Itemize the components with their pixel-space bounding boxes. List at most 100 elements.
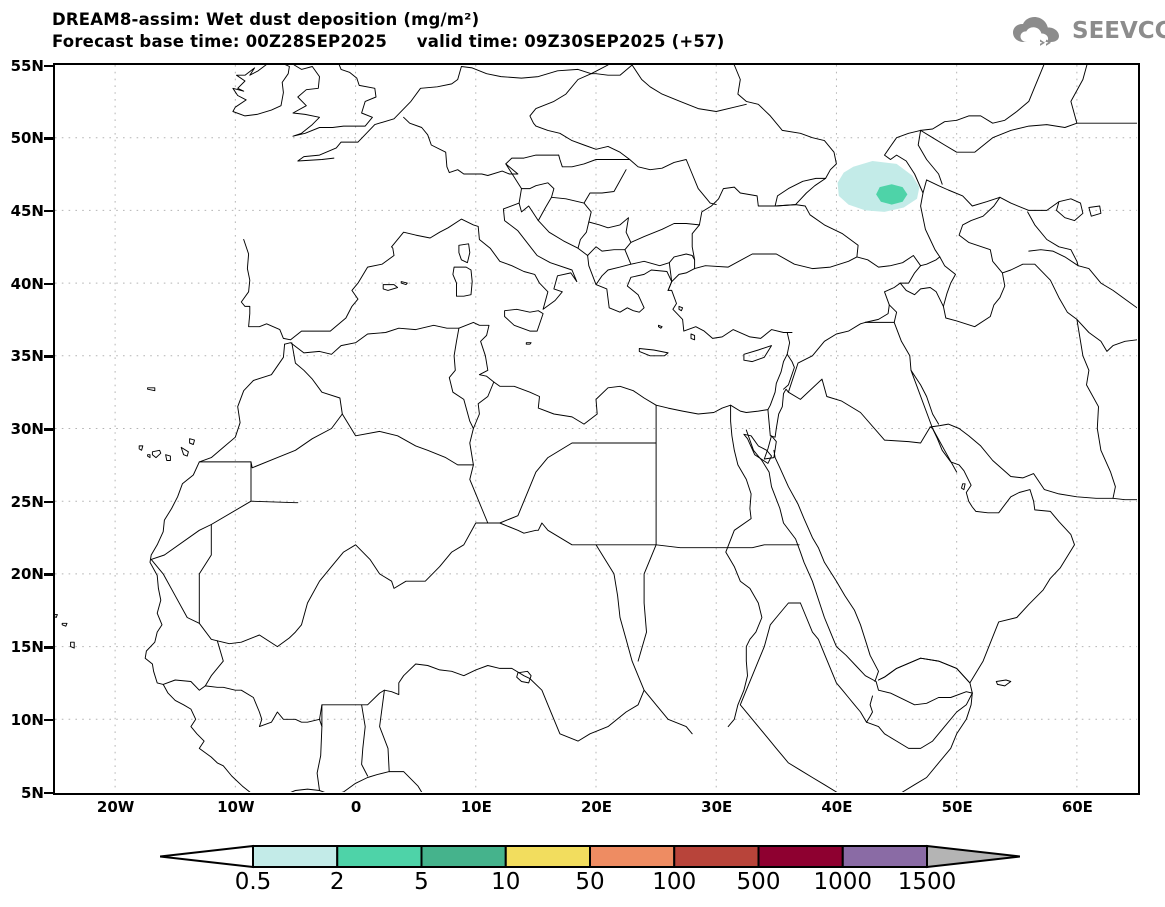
x-axis-label-20E: 20E: [580, 798, 613, 816]
x-axis-label-40E: 40E: [821, 798, 853, 816]
x-axis-label-60E: 60E: [1061, 798, 1093, 816]
coastline-path: [864, 256, 941, 323]
coastline-path: [864, 321, 940, 425]
coastline-path: [1027, 211, 1137, 309]
coastline-path: [150, 558, 200, 624]
coastline-path: [292, 65, 377, 137]
coastline-path: [147, 454, 151, 459]
coastline-path: [917, 129, 943, 185]
coastline-path: [521, 169, 627, 204]
coastline-path: [733, 65, 837, 179]
coastline-path: [391, 202, 673, 313]
coastline-path: [1056, 198, 1084, 222]
x-axis-label-10E: 10E: [460, 798, 492, 816]
colorbar-swatch-7: [757, 845, 844, 868]
coastline-path: [630, 223, 700, 243]
coastline-path: [631, 65, 747, 112]
y-axis-tick: [44, 282, 53, 286]
y-axis-tick: [44, 355, 53, 358]
colorbar-label-1500: 1500: [897, 869, 957, 895]
coastline-path: [910, 369, 958, 473]
coastline-path: [1070, 65, 1088, 124]
coastline-path: [162, 640, 224, 691]
coastline-path: [773, 449, 879, 682]
logo-text: SEEVCCC: [1072, 18, 1165, 44]
seevccc-logo: SEEVCCC: [1012, 16, 1165, 50]
colorbar-label-2: 2: [329, 869, 345, 895]
coastline-path: [165, 454, 171, 461]
cloud-icon: [1013, 17, 1059, 46]
coastline-path: [878, 657, 973, 694]
colorbar-label-5: 5: [414, 869, 429, 895]
x-axis-label-20W: 20W: [96, 798, 135, 816]
coastline-path: [866, 692, 973, 749]
coastline-path: [668, 253, 696, 264]
coastline-path: [920, 122, 1137, 153]
plot-title-line1: DREAM8-assim: Wet dust deposition (mg/m²…: [52, 10, 480, 29]
coastline-path: [316, 726, 323, 791]
colorbar[interactable]: [160, 843, 1020, 877]
coastline-path: [558, 154, 631, 168]
dust-contour-band-0.5-2: [837, 161, 920, 212]
coastline-path: [590, 65, 633, 76]
geography-layer: [55, 65, 1137, 792]
colorbar-swatches: [160, 844, 1020, 869]
coastline-path: [341, 413, 474, 466]
coastline-path: [138, 445, 144, 451]
y-axis-tick: [44, 500, 53, 504]
coastline-path: [448, 327, 474, 429]
coastline-path: [920, 179, 1006, 328]
colorbar-label-0.5: 0.5: [234, 869, 272, 895]
y-axis-label-30N: 30N: [10, 420, 44, 438]
coastline-path: [691, 186, 859, 270]
y-axis-tick: [44, 718, 53, 722]
coastline-path: [999, 196, 1060, 211]
coastline-path: [529, 544, 645, 742]
x-axis-label-0: 0: [350, 798, 362, 816]
coastline-path: [888, 304, 898, 323]
coastline-path: [783, 353, 795, 390]
dust-contour-band-2-5: [876, 184, 908, 205]
y-axis-tick: [44, 646, 53, 649]
colorbar-swatch-5: [589, 845, 676, 868]
colorbar-swatch-8: [841, 845, 928, 868]
coastline-path: [667, 268, 696, 291]
coastline-path: [774, 177, 827, 207]
map-panel[interactable]: [53, 63, 1140, 795]
coastline-path: [529, 73, 592, 127]
coastline-path: [643, 689, 693, 735]
coastline-path: [250, 500, 299, 504]
map-canvas: [55, 65, 1137, 792]
colorbar-under-arrow: [160, 844, 254, 869]
coastline-path: [638, 348, 669, 357]
coastline-path: [55, 614, 58, 618]
y-axis-label-15N: 15N: [10, 638, 44, 657]
coastline-path: [799, 602, 867, 723]
coastline-path: [61, 622, 68, 627]
coastline-path: [1028, 249, 1079, 267]
coastline-path: [1001, 263, 1137, 352]
colorbar-swatch-4: [504, 845, 591, 868]
coastline-path: [739, 602, 838, 792]
coastline-path: [505, 163, 522, 204]
coastline-path: [535, 125, 717, 206]
coastline-path: [151, 449, 162, 459]
coastline-path: [678, 305, 684, 312]
y-axis-tick: [44, 209, 53, 213]
coastline-path: [767, 378, 931, 444]
coastline-path: [198, 524, 218, 642]
plot-title-line2: Forecast base time: 00Z28SEP2025 valid t…: [52, 32, 725, 51]
coastline-path: [516, 670, 532, 684]
coastline-path: [150, 461, 252, 560]
coastline-path: [189, 438, 195, 445]
coastline-path: [690, 333, 696, 341]
coastline-path: [920, 65, 1045, 131]
coastline-path: [745, 429, 973, 706]
coastline-path: [70, 641, 75, 649]
coastline-path: [1076, 318, 1116, 499]
coastline-path: [1088, 205, 1102, 217]
coastline-path: [458, 243, 471, 264]
y-axis-label-55N: 55N: [10, 56, 44, 75]
coastline-path: [504, 308, 544, 332]
